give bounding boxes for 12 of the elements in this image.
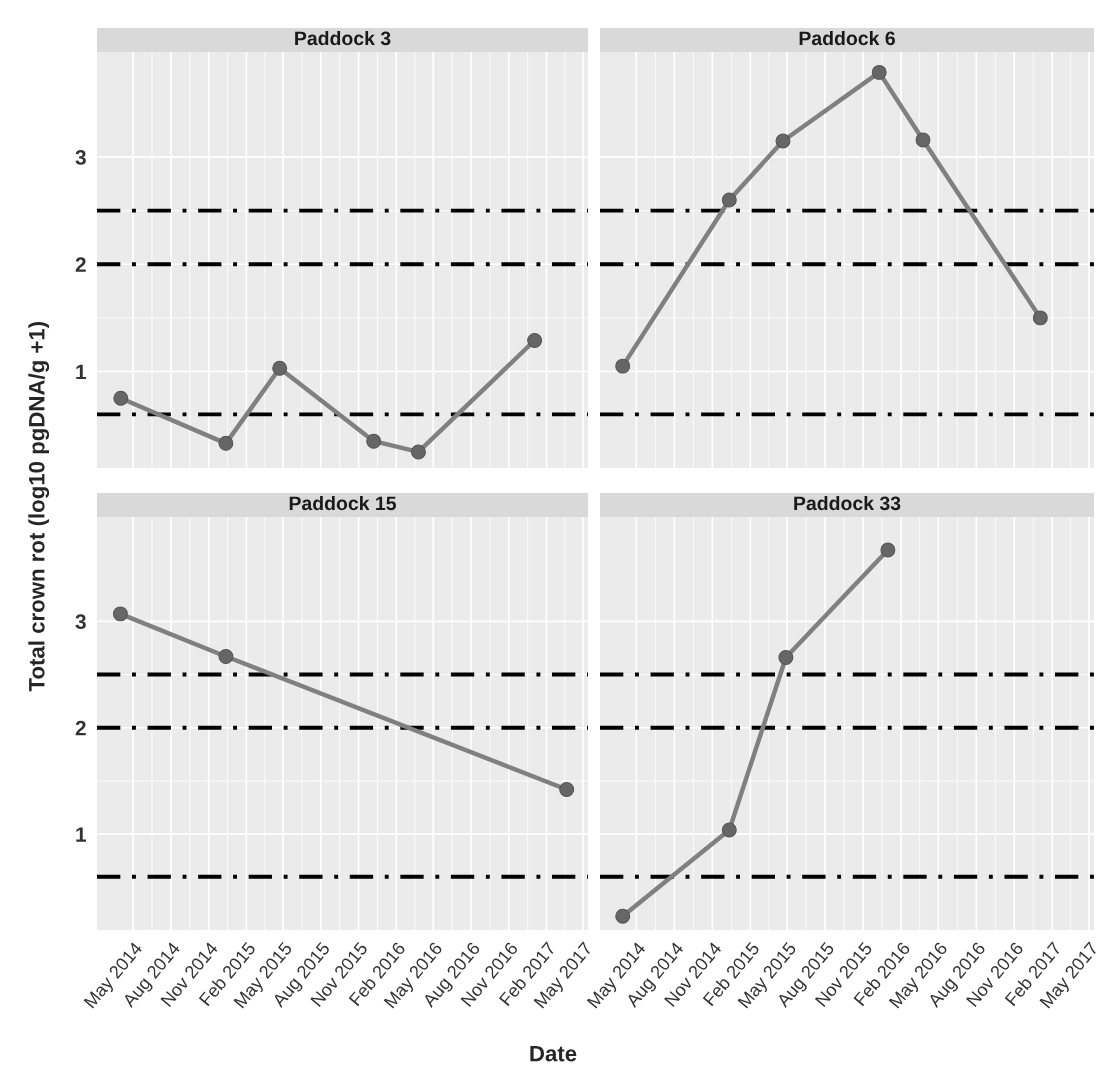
- x-axis-title: Date: [530, 1045, 577, 1062]
- chart-title: Paddock 33: [794, 495, 901, 511]
- y-tick-label: 2: [75, 720, 86, 736]
- y-tick-label: 3: [75, 150, 86, 165]
- y-tick-label: 1: [76, 827, 86, 842]
- chart-title: Paddock 15: [289, 495, 396, 511]
- y-tick-label: 2: [75, 257, 86, 272]
- chart-title: Paddock 3: [295, 30, 391, 46]
- chart-title: Paddock 6: [799, 30, 895, 46]
- y-tick-label: 1: [76, 364, 86, 380]
- y-tick-label: 3: [75, 614, 86, 630]
- y-axis-title: Total crown rot (log10 pgDNA/g +1): [28, 321, 50, 692]
